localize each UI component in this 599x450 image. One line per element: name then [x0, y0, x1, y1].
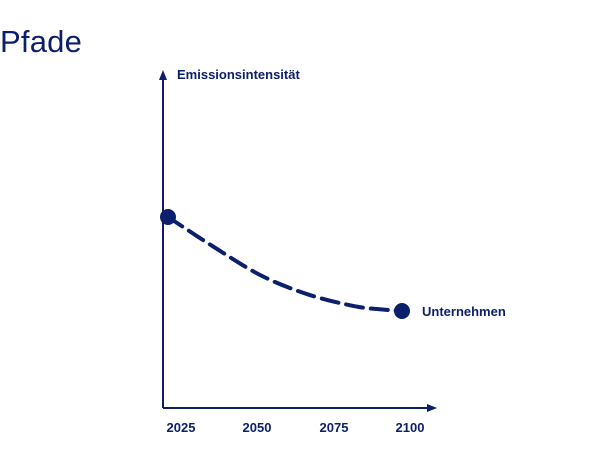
data-point-start — [160, 209, 176, 225]
y-axis-label: Emissionsintensität — [177, 67, 300, 82]
page-title: Pfade — [0, 24, 83, 59]
data-point-end — [394, 303, 410, 319]
x-tick-label-2025: 2025 — [167, 420, 196, 435]
x-tick-label-2050: 2050 — [243, 420, 272, 435]
series-line-unternehmen — [166, 215, 404, 313]
x-tick-label-2100: 2100 — [396, 420, 425, 435]
y-axis-arrow — [159, 70, 167, 80]
series-label-unternehmen: Unternehmen — [422, 304, 506, 319]
x-tick-labels: 2025 2050 2075 2100 — [167, 420, 425, 435]
x-tick-label-2075: 2075 — [320, 420, 349, 435]
x-axis-arrow — [427, 404, 437, 412]
